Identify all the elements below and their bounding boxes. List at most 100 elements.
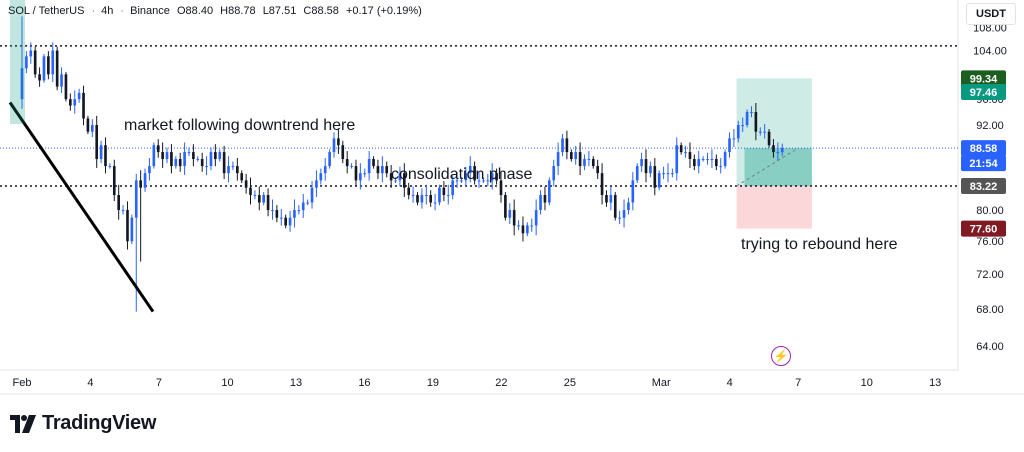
candle: [640, 152, 643, 172]
candle: [297, 205, 301, 215]
candle-body: [530, 225, 534, 227]
candle-body: [341, 145, 345, 160]
candle-body: [209, 152, 213, 167]
candle-body: [218, 152, 222, 160]
symbol-name[interactable]: SOL / TetherUS: [8, 5, 85, 17]
candle: [653, 157, 657, 196]
candle-body: [688, 152, 692, 160]
candle-body: [635, 166, 639, 181]
candle: [165, 147, 169, 164]
candle-body: [55, 50, 59, 87]
target-high-tag: 99.34: [961, 70, 1006, 87]
candle-body: [460, 180, 463, 182]
candle: [587, 151, 591, 167]
candle: [758, 127, 762, 136]
candle-body: [429, 195, 432, 203]
candle-body: [411, 195, 415, 197]
long-position-tool[interactable]: [736, 78, 812, 229]
candle: [662, 166, 665, 180]
candle: [86, 115, 90, 135]
candle: [657, 170, 661, 191]
candle: [108, 163, 112, 169]
candle-body: [631, 180, 635, 203]
loss-zone[interactable]: [736, 186, 812, 229]
candle: [25, 51, 28, 74]
candle: [183, 142, 186, 176]
change-value: +0.17 (+0.19%): [345, 5, 422, 17]
candle: [688, 142, 692, 168]
candle: [209, 147, 213, 171]
candle: [354, 159, 358, 187]
candle-body: [143, 173, 147, 188]
candle: [126, 201, 129, 250]
candle: [77, 88, 81, 103]
time-tick-label: 10: [861, 377, 873, 389]
currency-button[interactable]: USDT: [966, 3, 1016, 25]
candle-body: [605, 195, 608, 203]
candle: [732, 129, 736, 147]
candle-body: [653, 166, 657, 188]
candle: [121, 205, 125, 215]
candle-body: [543, 195, 547, 203]
candle-body: [587, 159, 591, 161]
candle: [693, 154, 696, 171]
horizontal-levels: [0, 45, 958, 187]
drawings[interactable]: [8, 0, 799, 313]
downtrend-annotation[interactable]: market following downtrend here: [124, 117, 356, 134]
price-tick-label: 68.00: [976, 304, 1004, 316]
candle-body: [139, 180, 142, 188]
candle-body: [591, 159, 595, 167]
flash-icon[interactable]: ⚡: [771, 346, 791, 366]
candle: [95, 115, 99, 168]
rebound-annotation[interactable]: trying to rebound here: [741, 236, 898, 253]
projection-line: [736, 147, 799, 187]
target-high-tag-text: 99.34: [970, 73, 998, 85]
candle: [275, 205, 279, 223]
price-tick-label: 76.00: [976, 236, 1004, 248]
candle: [214, 144, 217, 167]
candle-body: [556, 152, 560, 167]
footer: TradingView: [10, 412, 156, 435]
candle: [196, 156, 200, 162]
candle: [666, 163, 670, 183]
candle-body: [442, 187, 446, 196]
candle: [47, 51, 50, 80]
candle: [398, 166, 402, 187]
candle-body: [473, 166, 476, 181]
candle-body: [262, 195, 266, 203]
candle-body: [148, 166, 151, 174]
candle-body: [583, 159, 586, 167]
candle: [578, 142, 582, 176]
candle: [279, 208, 283, 226]
profit-zone[interactable]: [736, 78, 812, 187]
candle: [341, 140, 345, 164]
interval-label[interactable]: 4h: [101, 5, 114, 17]
candle: [170, 144, 173, 174]
candle: [139, 170, 142, 262]
candle: [565, 130, 569, 160]
candle-body: [394, 180, 397, 182]
candle: [517, 220, 520, 230]
candle: [231, 161, 235, 171]
candle: [315, 170, 318, 197]
candle-body: [165, 152, 169, 160]
candle-body: [345, 159, 349, 167]
candle-body: [161, 152, 164, 160]
consolidation-annotation[interactable]: consolidation phase: [391, 166, 533, 183]
candle-body: [675, 145, 679, 174]
candle-body: [468, 166, 472, 174]
candle-body: [750, 111, 753, 113]
time-tick-label: 22: [495, 377, 507, 389]
candle-body: [596, 166, 599, 174]
candle: [288, 210, 292, 232]
candle-body: [499, 180, 503, 196]
tradingview-logo-icon: [10, 414, 36, 433]
candle: [33, 46, 37, 78]
candle-body: [517, 225, 520, 227]
candle: [649, 161, 652, 178]
candle-body: [319, 173, 323, 181]
candle: [20, 16, 24, 109]
candle: [741, 117, 745, 132]
candle-body: [112, 166, 116, 196]
